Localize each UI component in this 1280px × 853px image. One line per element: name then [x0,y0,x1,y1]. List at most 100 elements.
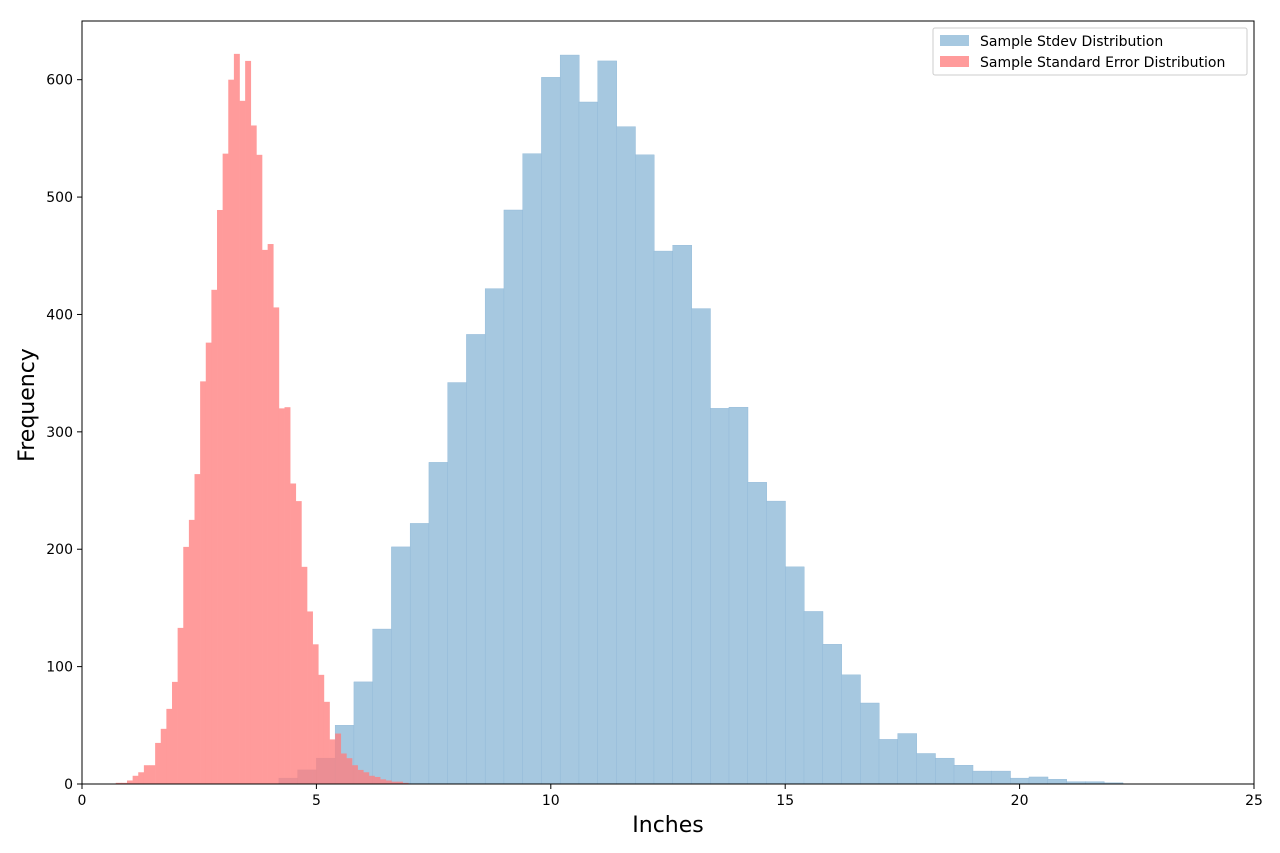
histogram-bar [239,100,246,785]
histogram-bar [1010,777,1030,785]
histogram-bar [262,249,268,784]
histogram-bar [634,154,655,785]
histogram-bar [1047,779,1067,785]
series-1-bars [115,53,409,785]
histogram-bar [385,780,392,784]
x-tick-label: 0 [78,793,87,809]
histogram-bar [357,769,364,784]
x-axis: 0 5 10 15 20 25 [78,784,1263,809]
histogram-bar [245,60,252,785]
histogram-bar [374,776,381,784]
histogram-bar [335,733,342,784]
histogram-bar [766,500,786,785]
legend-frame [932,27,1248,76]
histogram-bar [177,627,184,784]
histogram-bar [803,611,824,785]
histogram-bar [991,770,1011,785]
histogram-bar [653,250,674,785]
histogram-bar [323,701,330,784]
histogram-bar [200,381,207,784]
histogram-bar [578,101,599,785]
histogram-bar [503,209,524,785]
y-tick-label: 300 [46,425,73,441]
histogram-bar [728,406,749,785]
x-tick-label: 5 [312,793,321,809]
histogram-bar [897,733,917,785]
histogram-bar [127,780,133,784]
histogram-bar [256,154,263,784]
histogram-bar [172,681,178,784]
histogram-bar [391,781,398,784]
histogram-bar [372,628,392,785]
histogram-bar [166,708,173,784]
histogram-bar [409,523,430,785]
histogram-bar [878,739,899,785]
histogram-bar [447,382,467,785]
histogram-bar [363,772,370,784]
histogram-bar [352,765,358,784]
x-tick-label: 10 [542,793,560,809]
histogram-bar [822,644,842,785]
histogram-bar [346,758,353,784]
histogram-bar [329,739,336,784]
histogram-bar [484,288,505,785]
histogram-bar [278,408,285,784]
x-tick-label: 15 [776,793,794,809]
histogram-bar [301,566,308,784]
y-tick-label: 600 [46,73,73,89]
histogram-bar [402,782,409,784]
y-tick-label: 400 [46,307,73,323]
histogram-bar [522,153,542,785]
histogram-bar [228,79,235,784]
histogram-bar [616,126,636,785]
histogram-bar [380,779,387,784]
y-axis: 0 100 200 300 400 500 600 [46,73,82,793]
histogram-bar [368,775,375,784]
series-0-bars [278,54,1124,785]
histogram-bar [340,753,347,784]
histogram-bar [205,342,212,784]
histogram-bar [672,245,692,785]
histogram-bar [860,702,880,785]
histogram-bar [391,546,411,785]
y-tick-label: 100 [46,660,73,676]
legend-swatch-stdev [940,35,969,46]
histogram-bar [709,408,730,785]
histogram-bar [559,54,580,785]
histogram-bar [132,775,139,784]
histogram-bar [284,407,291,784]
histogram-bar [273,307,280,784]
histogram-bar [290,483,297,784]
y-axis-title: Frequency [15,348,40,462]
x-axis-title: Inches [632,813,703,838]
legend-label-standard-error: Sample Standard Error Distribution [980,55,1225,71]
histogram-bar [267,244,274,784]
histogram-bar [312,644,319,784]
histogram-bar [183,546,190,784]
histogram-bar [541,77,561,785]
histogram-bar [295,501,302,784]
histogram-bar [972,770,992,785]
histogram-bar [935,757,955,785]
histogram-bar [149,765,156,784]
histogram-bar [691,308,711,785]
histogram-bar [188,519,195,784]
histogram-bar [428,462,449,785]
histogram-bar [397,781,403,784]
histogram-bar [121,782,128,784]
plot-frame [81,20,1255,785]
histogram-bar [194,474,201,784]
histogram-bar [916,753,936,785]
y-tick-label: 200 [46,542,73,558]
histogram-bar [250,125,257,785]
histogram-bar [307,611,313,784]
histogram-bar [115,782,122,784]
legend-label-stdev: Sample Stdev Distribution [980,34,1163,50]
x-tick-label: 20 [1011,793,1029,809]
histogram-bar [143,765,150,784]
y-tick-label: 0 [64,777,73,793]
histogram-bar [211,289,218,784]
x-tick-label: 25 [1245,793,1263,809]
histogram-bar [953,765,974,785]
